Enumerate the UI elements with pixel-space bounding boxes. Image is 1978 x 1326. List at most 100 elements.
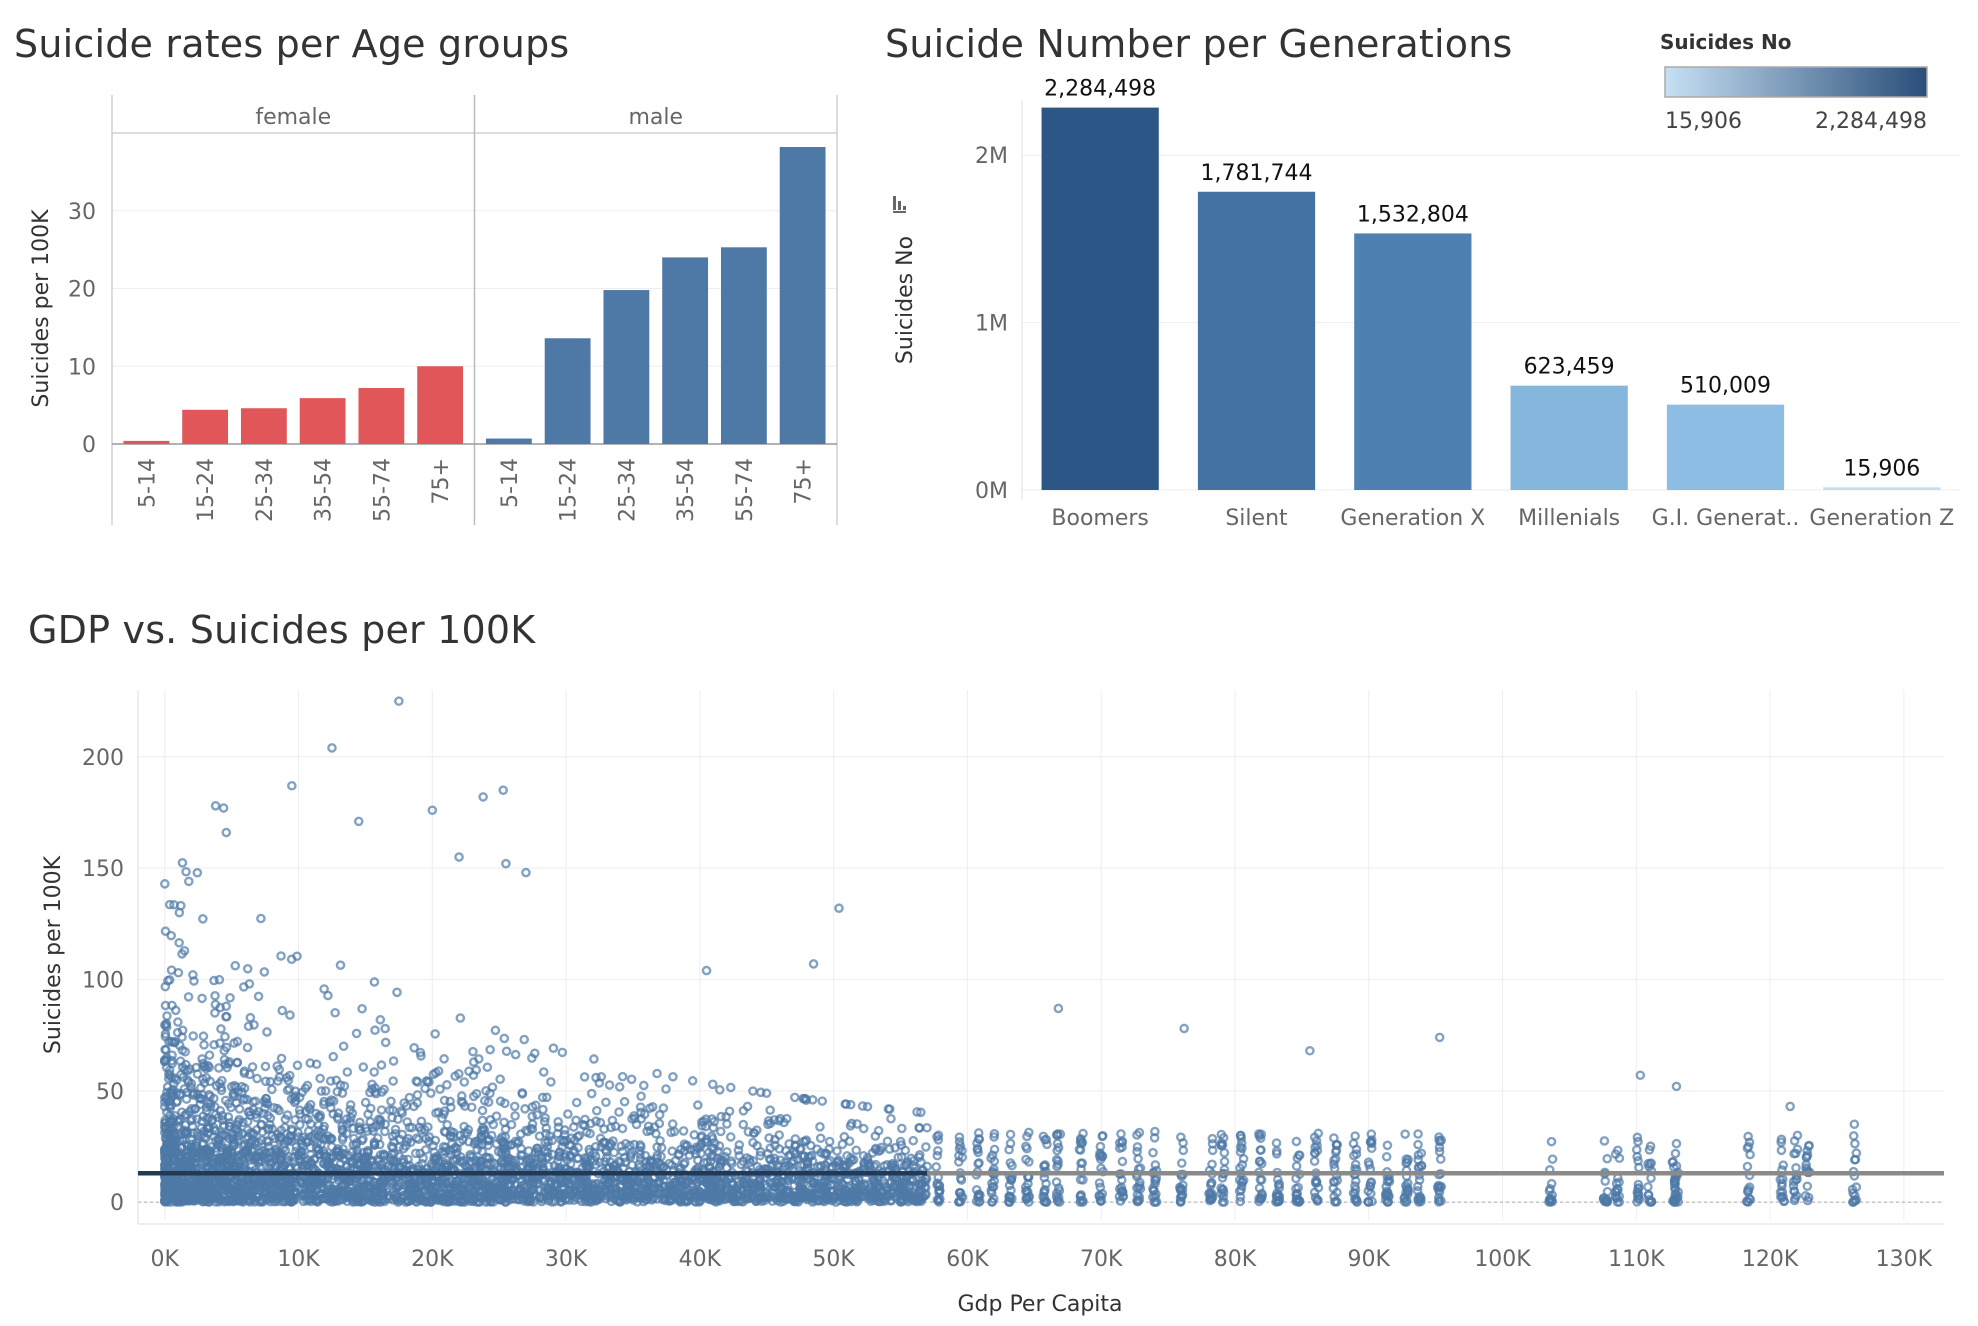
scatter-point — [913, 1188, 924, 1199]
scatter-point — [1219, 1156, 1230, 1167]
scatter-point — [442, 1080, 452, 1090]
x-tick-label: 80K — [1214, 1247, 1257, 1272]
scatter-point — [231, 1098, 242, 1108]
scatter-point — [303, 1114, 313, 1125]
scatter-point — [775, 1155, 786, 1166]
scatter-point — [715, 1126, 726, 1137]
x-tick-label: 10K — [277, 1247, 320, 1272]
scatter-point — [708, 1143, 719, 1154]
scatter-point — [184, 876, 194, 887]
scatter-point — [547, 1149, 557, 1160]
scatter-point — [724, 1106, 735, 1117]
x-tick-label: Generation Z — [1809, 506, 1954, 531]
scatter-point — [1363, 1157, 1374, 1167]
scatter-point — [263, 1124, 273, 1135]
scatter-point — [244, 979, 255, 989]
scatter-point — [1434, 1182, 1444, 1192]
scatter-point — [166, 930, 176, 941]
scatter-point — [916, 1107, 926, 1118]
scatter-point — [1599, 1136, 1610, 1146]
scatter-point — [696, 1139, 707, 1149]
scatter-point — [1041, 1197, 1052, 1207]
scatter-point — [265, 1119, 275, 1130]
scatter-point — [1634, 1194, 1645, 1205]
scatter-point — [380, 1126, 390, 1137]
scatter-point — [620, 1186, 631, 1197]
scatter-point — [450, 1071, 460, 1081]
scatter-point — [934, 1181, 945, 1191]
scatter-point — [165, 1087, 176, 1098]
scatter-point — [370, 1025, 380, 1036]
scatter-point — [1178, 1145, 1189, 1156]
scatter-point — [1236, 1133, 1247, 1144]
scatter-point — [1175, 1192, 1186, 1203]
scatter-point — [192, 867, 203, 878]
scatter-point — [744, 1188, 755, 1198]
y-tick-label: 10 — [68, 355, 96, 380]
scatter-point — [1053, 1156, 1063, 1166]
scatter-point — [1135, 1163, 1146, 1173]
scatter-point — [1236, 1181, 1247, 1191]
scatter-point — [374, 1178, 384, 1189]
scatter-point — [323, 990, 333, 1001]
scatter-point — [537, 1092, 548, 1103]
scatter-point — [628, 1178, 639, 1188]
scatter-point — [654, 1110, 665, 1120]
scatter-point — [1176, 1132, 1186, 1142]
scatter-point — [316, 1086, 327, 1096]
scatter-point — [198, 1139, 209, 1149]
scatter-point — [213, 1154, 224, 1164]
scatter-point — [1401, 1197, 1412, 1207]
scatter-point — [351, 1028, 362, 1039]
scatter-point — [333, 1187, 343, 1198]
scatter-point — [772, 1174, 783, 1185]
scatter-point — [192, 1114, 202, 1124]
scatter-point — [1005, 1129, 1016, 1140]
scatter-point — [1331, 1196, 1341, 1207]
scatter-point — [645, 1189, 655, 1200]
scatter-point — [265, 1157, 275, 1168]
bar-Silent — [1197, 191, 1316, 491]
scatter-point — [882, 1136, 893, 1147]
scatter-point — [254, 1162, 265, 1172]
scatter-point — [1631, 1144, 1642, 1155]
scatter-point — [407, 1122, 417, 1133]
scatter-point — [540, 1113, 550, 1123]
scatter-point — [369, 977, 380, 987]
scatter-point — [210, 990, 220, 1001]
scatter-point — [1401, 1188, 1411, 1198]
scatter-point — [379, 1084, 389, 1095]
scatter-point — [790, 1092, 800, 1103]
x-tick-label: 75+ — [792, 458, 817, 504]
scatter-point — [515, 1183, 526, 1194]
scatter-point — [1547, 1154, 1558, 1164]
scatter-point — [206, 1116, 217, 1126]
scatter-point — [1052, 1138, 1063, 1149]
scatter-point — [798, 1136, 809, 1147]
scatter-point — [900, 1145, 911, 1156]
scatter-point — [883, 1104, 894, 1114]
scatter-point — [1132, 1142, 1143, 1152]
scatter-point — [472, 1144, 483, 1155]
scatter-point — [859, 1159, 870, 1169]
scatter-point — [840, 1099, 851, 1109]
scatter-point — [441, 1158, 451, 1169]
scatter-point — [166, 1131, 176, 1142]
bar-male-5-14 — [485, 438, 532, 444]
x-tick-label: 25-34 — [615, 458, 640, 522]
y-tick-label: 100 — [82, 968, 124, 993]
scatter-point — [815, 1122, 825, 1132]
scatter-point — [1117, 1156, 1128, 1167]
scatter-point — [351, 1192, 361, 1203]
scatter-point — [893, 1152, 904, 1163]
scatter-point — [1134, 1127, 1145, 1138]
scatter-point — [572, 1153, 583, 1164]
scatter-point — [678, 1126, 689, 1136]
bar-female-15-24 — [182, 409, 229, 444]
scatter-point — [1117, 1142, 1127, 1153]
scatter-point — [734, 1180, 745, 1190]
scatter-point — [541, 1123, 552, 1133]
scatter-point — [656, 1143, 667, 1153]
scatter-point — [225, 1184, 235, 1194]
